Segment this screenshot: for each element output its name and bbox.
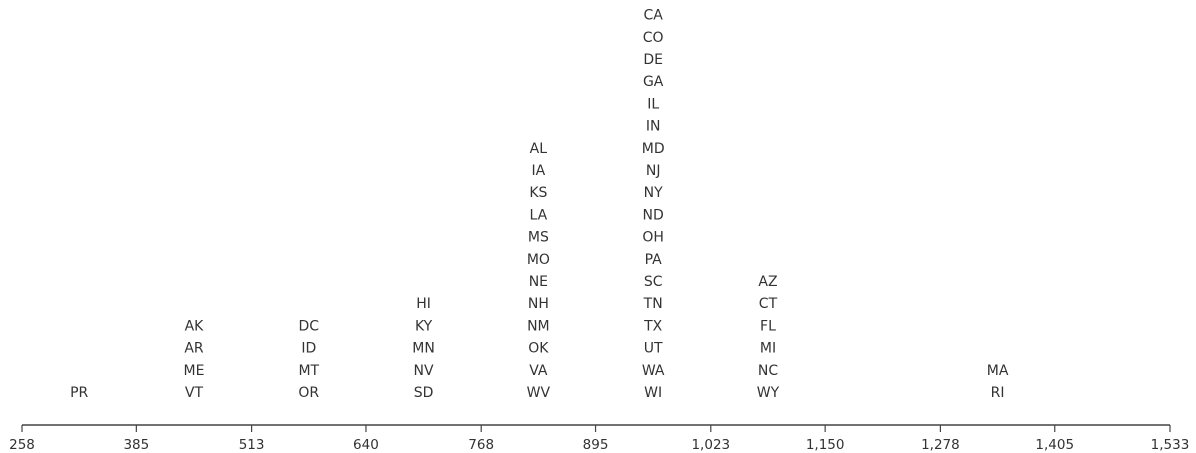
x-tick-label: 1,533 — [1151, 437, 1190, 453]
state-label: OH — [642, 230, 664, 246]
bin-column: WI WA UT TX TN SC PA OH ND NY NJ MD IN IL GA DE CO CA — [642, 8, 665, 401]
state-label: ME — [184, 363, 205, 379]
state-label: KY — [415, 318, 433, 334]
state-label: LA — [530, 207, 548, 223]
state-label: ND — [643, 207, 664, 223]
x-tick-label: 640 — [353, 437, 379, 453]
x-tick-label: 385 — [123, 437, 149, 453]
state-label: MD — [642, 141, 665, 157]
state-label: AZ — [758, 274, 777, 290]
state-label: WV — [527, 385, 551, 401]
state-label: NC — [758, 363, 778, 379]
bin-column: PR — [70, 385, 88, 401]
state-label: SD — [414, 385, 434, 401]
state-label: PA — [645, 252, 663, 268]
state-label: NH — [528, 296, 549, 312]
state-label: SC — [644, 274, 663, 290]
bin-column: WV VA OK NM NH NE MO MS LA KS IA AL — [527, 141, 551, 401]
state-label: AR — [184, 341, 204, 357]
state-label: MN — [412, 341, 435, 357]
state-label: KS — [529, 185, 547, 201]
x-axis: 258 385 513 640 768 895 1,023 1,150 1,278 1,405 1,… — [9, 424, 1190, 453]
state-label: MS — [528, 230, 549, 246]
state-label: CT — [759, 296, 778, 312]
state-label: NM — [527, 318, 550, 334]
x-tick-label: 895 — [583, 437, 609, 453]
state-label: IA — [532, 163, 546, 179]
state-label: GA — [643, 74, 664, 90]
x-tick-label: 258 — [9, 437, 35, 453]
x-tick-label: 1,405 — [1035, 437, 1074, 453]
state-label: IN — [646, 119, 661, 135]
state-label: NY — [644, 185, 663, 201]
state-label: OR — [298, 385, 319, 401]
state-label: IL — [647, 96, 659, 112]
x-tick-label: 768 — [468, 437, 494, 453]
bin-column: RI MA — [987, 363, 1009, 401]
x-tick-label: 1,150 — [806, 437, 845, 453]
state-label: NJ — [646, 163, 661, 179]
plot-area: PR VT ME AR AK OR MT ID DC SD NV MN KY HI WV VA OK NM NH NE… — [70, 8, 1009, 401]
state-label: MA — [987, 363, 1009, 379]
state-label: TN — [643, 296, 663, 312]
x-tick-label: 1,023 — [691, 437, 730, 453]
bin-column: OR MT ID DC — [298, 318, 319, 401]
state-label: WI — [644, 385, 662, 401]
state-label: VT — [185, 385, 204, 401]
x-tick-label: 513 — [239, 437, 265, 453]
state-label: AL — [530, 141, 548, 157]
state-label: VA — [529, 363, 548, 379]
state-label: CO — [643, 30, 664, 46]
state-label: PR — [70, 385, 88, 401]
state-label: WY — [757, 385, 780, 401]
state-label: NV — [414, 363, 434, 379]
state-label: HI — [416, 296, 431, 312]
state-label: ID — [301, 341, 316, 357]
state-label: DE — [643, 52, 663, 68]
x-tick-label: 1,278 — [921, 437, 960, 453]
state-label: UT — [644, 341, 663, 357]
bin-column: SD NV MN KY HI — [412, 296, 435, 401]
state-label: OK — [528, 341, 549, 357]
state-label: MT — [298, 363, 319, 379]
state-label: NE — [529, 274, 548, 290]
state-label: MI — [760, 341, 776, 357]
state-label: MO — [527, 252, 550, 268]
bin-column: VT ME AR AK — [184, 318, 205, 401]
state-label: TX — [643, 318, 663, 334]
state-label: AK — [185, 318, 205, 334]
bin-column: WY NC MI FL CT AZ — [757, 274, 780, 401]
state-label: CA — [643, 8, 663, 24]
state-label: RI — [991, 385, 1005, 401]
state-label: WA — [642, 363, 665, 379]
state-label: DC — [298, 318, 319, 334]
state-label: FL — [760, 318, 776, 334]
